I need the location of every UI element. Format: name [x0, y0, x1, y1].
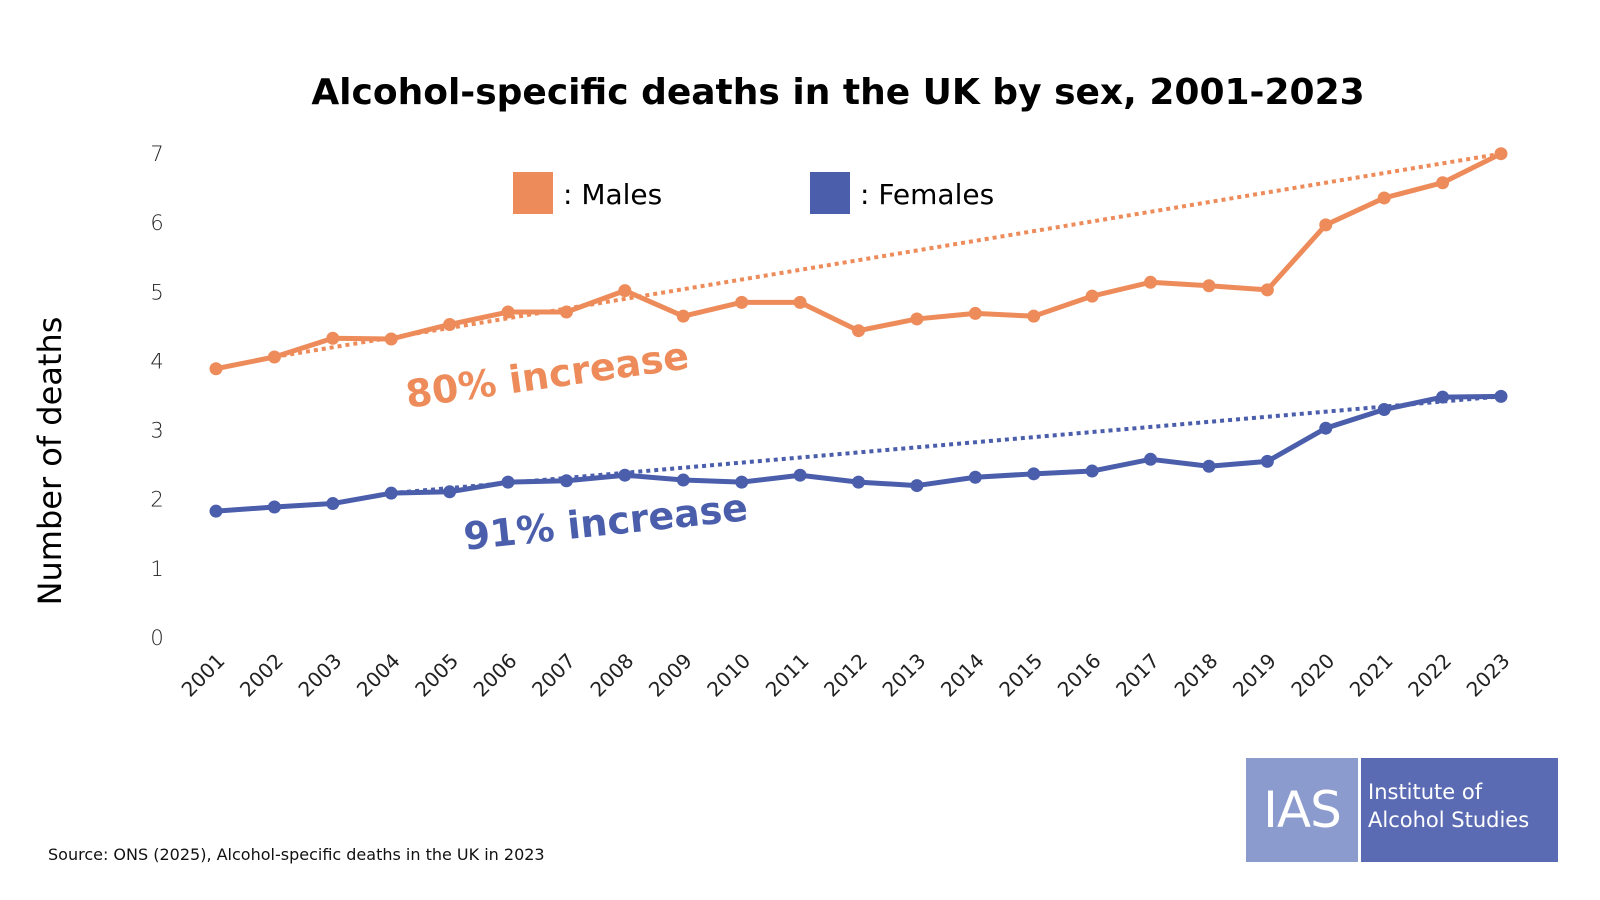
y-tick-label: 5 [150, 280, 163, 304]
x-tick-label: 2023 [1462, 649, 1515, 702]
legend-label-males: : Males [563, 178, 662, 211]
data-point-females [326, 497, 340, 511]
logo-name: Institute of Alcohol Studies [1361, 758, 1558, 862]
data-point-males [676, 309, 690, 323]
data-point-males [735, 295, 749, 309]
x-tick-label: 2009 [644, 649, 697, 702]
data-point-females [1202, 459, 1216, 473]
y-tick-label: 3 [150, 419, 163, 443]
data-point-females [1085, 464, 1099, 478]
data-point-males [968, 306, 982, 320]
data-point-females [735, 475, 749, 489]
data-point-males [1202, 279, 1216, 293]
data-point-males [1377, 191, 1391, 205]
data-point-females [1494, 389, 1508, 403]
data-point-females [1027, 467, 1041, 481]
data-point-females [209, 504, 223, 518]
data-point-females [910, 479, 924, 493]
y-tick-label: 4 [150, 349, 163, 373]
annotation-females: 91% increase [461, 485, 749, 559]
data-point-males [559, 305, 573, 319]
data-point-females [1377, 403, 1391, 417]
y-axis-label: Number of deaths [31, 317, 69, 606]
x-tick-label: 2016 [1053, 649, 1106, 702]
data-point-females [443, 485, 457, 499]
x-tick-label: 2007 [527, 649, 580, 702]
data-point-males [326, 331, 340, 345]
data-point-females [1436, 390, 1450, 404]
y-tick-label: 1 [150, 557, 163, 581]
data-point-females [1144, 452, 1158, 466]
x-tick-label: 2018 [1170, 649, 1223, 702]
x-tick-label: 2020 [1286, 649, 1339, 702]
x-tick-label: 2002 [235, 649, 288, 702]
data-point-females [1319, 421, 1333, 435]
x-tick-label: 2019 [1228, 649, 1281, 702]
data-point-males [852, 324, 865, 338]
y-axis-ticks: 0 1 2 3 4 5 6 7 [150, 142, 163, 650]
data-point-males [384, 332, 398, 346]
data-point-females [852, 475, 865, 489]
data-point-females [793, 468, 807, 482]
legend-label-females: : Females [860, 178, 994, 211]
legend: : Males : Females [513, 172, 994, 214]
x-tick-label: 2014 [936, 649, 989, 702]
legend-swatch-females [810, 172, 850, 214]
data-point-females [618, 468, 632, 482]
data-point-males [910, 312, 924, 326]
x-tick-label: 2022 [1403, 649, 1456, 702]
data-point-females [968, 470, 982, 484]
series-points [209, 147, 1508, 518]
data-point-males [1027, 309, 1041, 323]
data-point-males [501, 305, 515, 319]
data-point-males [1260, 283, 1274, 297]
logo-abbr: IAS [1246, 758, 1358, 862]
data-point-males [1144, 275, 1158, 289]
data-point-males [209, 362, 223, 376]
data-point-females [267, 500, 281, 514]
data-point-males [793, 295, 807, 309]
x-tick-label: 2003 [293, 649, 346, 702]
x-axis-ticks: 2001 2002 2003 2004 2005 2006 2007 2008 2009 2010… [177, 649, 1515, 702]
data-point-males [1436, 176, 1450, 190]
trend-lines [274, 151, 1502, 496]
data-point-males [1494, 147, 1508, 161]
x-tick-label: 2010 [702, 649, 755, 702]
x-tick-label: 2015 [994, 649, 1047, 702]
x-tick-label: 2011 [761, 649, 814, 702]
legend-swatch-males [513, 172, 553, 214]
data-point-males [1319, 218, 1333, 232]
data-point-males [267, 350, 281, 364]
data-point-males [443, 317, 457, 331]
logo-divider [1358, 758, 1361, 862]
x-tick-label: 2005 [410, 649, 463, 702]
data-point-females [559, 474, 573, 488]
x-tick-label: 2001 [177, 649, 230, 702]
ias-logo: IAS Institute of Alcohol Studies [1246, 758, 1558, 862]
logo-line-2: Alcohol Studies [1368, 808, 1530, 832]
y-tick-label: 6 [150, 211, 163, 235]
logo-line-1: Institute of [1368, 780, 1483, 804]
x-tick-label: 2021 [1345, 649, 1398, 702]
y-tick-label: 0 [150, 626, 163, 650]
y-tick-label: 2 [150, 488, 163, 512]
data-point-females [384, 486, 398, 500]
x-tick-label: 2017 [1111, 649, 1164, 702]
data-point-females [501, 475, 515, 489]
x-tick-label: 2006 [469, 649, 522, 702]
data-point-females [676, 473, 690, 487]
trend-line-females [391, 394, 1502, 496]
x-tick-label: 2008 [585, 649, 638, 702]
source-note: Source: ONS (2025), Alcohol-specific dea… [48, 845, 545, 864]
data-point-males [1085, 289, 1099, 303]
x-tick-label: 2012 [819, 649, 872, 702]
x-tick-label: 2004 [352, 649, 405, 702]
data-point-males [618, 284, 632, 298]
annotation-males: 80% increase [403, 333, 692, 416]
data-point-females [1260, 454, 1274, 468]
y-tick-label: 7 [150, 142, 163, 166]
x-tick-label: 2013 [877, 649, 930, 702]
chart-title: Alcohol-specific deaths in the UK by sex… [311, 72, 1364, 113]
